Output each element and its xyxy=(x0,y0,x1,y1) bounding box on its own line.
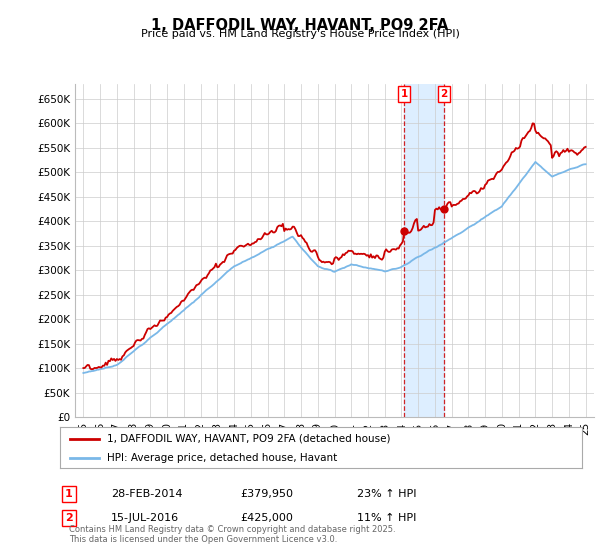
Text: 15-JUL-2016: 15-JUL-2016 xyxy=(111,513,179,523)
Text: £425,000: £425,000 xyxy=(240,513,293,523)
Text: Contains HM Land Registry data © Crown copyright and database right 2025.
This d: Contains HM Land Registry data © Crown c… xyxy=(69,525,395,544)
Text: HPI: Average price, detached house, Havant: HPI: Average price, detached house, Hava… xyxy=(107,452,337,463)
Bar xyxy=(404,84,444,417)
Text: 23% ↑ HPI: 23% ↑ HPI xyxy=(357,489,416,499)
Text: 2: 2 xyxy=(440,89,448,99)
Text: 1: 1 xyxy=(65,489,73,499)
Text: £379,950: £379,950 xyxy=(240,489,293,499)
Text: 1, DAFFODIL WAY, HAVANT, PO9 2FA: 1, DAFFODIL WAY, HAVANT, PO9 2FA xyxy=(151,18,449,33)
Text: 28-FEB-2014: 28-FEB-2014 xyxy=(111,489,182,499)
Text: 1: 1 xyxy=(401,89,408,99)
Text: Price paid vs. HM Land Registry's House Price Index (HPI): Price paid vs. HM Land Registry's House … xyxy=(140,29,460,39)
Text: 1, DAFFODIL WAY, HAVANT, PO9 2FA (detached house): 1, DAFFODIL WAY, HAVANT, PO9 2FA (detach… xyxy=(107,433,391,444)
Text: 11% ↑ HPI: 11% ↑ HPI xyxy=(357,513,416,523)
Text: 2: 2 xyxy=(65,513,73,523)
